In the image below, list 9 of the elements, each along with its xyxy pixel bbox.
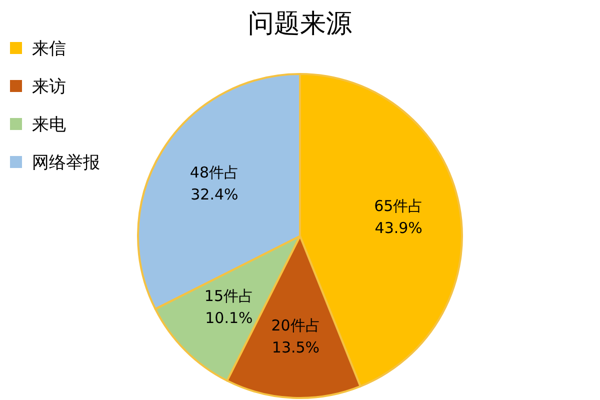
legend-label: 网络举报 bbox=[32, 153, 100, 173]
data-label: 15件占 10.1% bbox=[204, 287, 254, 328]
legend-label: 来信 bbox=[32, 39, 66, 59]
data-label: 65件占 43.9% bbox=[374, 196, 424, 237]
legend-label: 来访 bbox=[32, 77, 66, 97]
chart-title: 问题来源 bbox=[248, 9, 352, 39]
data-label: 20件占 13.5% bbox=[271, 316, 320, 356]
legend-label: 来电 bbox=[32, 115, 66, 135]
data-label: 48件占 32.4% bbox=[190, 163, 240, 204]
